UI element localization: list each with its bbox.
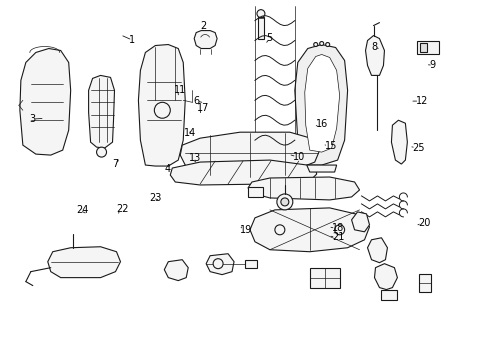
Circle shape [280, 198, 288, 206]
Text: 4: 4 [164, 164, 170, 174]
Text: 10: 10 [293, 152, 305, 162]
Circle shape [256, 10, 264, 18]
Bar [416, 41, 438, 54]
Polygon shape [367, 238, 386, 263]
Polygon shape [390, 120, 407, 164]
Polygon shape [247, 177, 359, 200]
Polygon shape [164, 260, 188, 280]
Bar [381, 289, 397, 300]
Text: 24: 24 [76, 206, 89, 216]
Polygon shape [304, 54, 339, 152]
Circle shape [313, 42, 317, 46]
Text: 7: 7 [112, 159, 118, 169]
Text: 6: 6 [193, 96, 199, 106]
Polygon shape [170, 160, 316, 185]
Polygon shape [88, 75, 114, 148]
Polygon shape [351, 212, 369, 232]
Polygon shape [194, 31, 217, 49]
Text: 14: 14 [183, 129, 196, 138]
Polygon shape [138, 45, 185, 166]
Circle shape [96, 147, 106, 157]
Text: 18: 18 [331, 224, 344, 233]
Circle shape [274, 225, 285, 235]
Polygon shape [374, 264, 397, 289]
Polygon shape [180, 132, 319, 175]
Circle shape [334, 225, 344, 235]
Text: 11: 11 [174, 85, 186, 95]
Polygon shape [294, 45, 347, 165]
Text: 3: 3 [29, 114, 35, 124]
Text: 16: 16 [315, 120, 327, 129]
Polygon shape [206, 254, 234, 275]
Text: 21: 21 [331, 232, 344, 242]
Text: 25: 25 [412, 143, 424, 153]
Text: 1: 1 [128, 35, 134, 45]
Circle shape [154, 102, 170, 118]
Text: 2: 2 [200, 21, 206, 31]
Text: 20: 20 [418, 218, 430, 228]
Circle shape [276, 194, 292, 210]
Polygon shape [20, 49, 71, 155]
Text: 8: 8 [370, 42, 377, 52]
Text: 15: 15 [324, 141, 337, 151]
Text: 13: 13 [188, 153, 200, 163]
Polygon shape [365, 36, 384, 75]
Text: 9: 9 [429, 60, 435, 70]
Bar [247, 187, 263, 197]
Bar [309, 268, 339, 288]
Text: 22: 22 [116, 204, 129, 215]
Polygon shape [249, 208, 369, 252]
Circle shape [213, 259, 223, 269]
Bar [258, 17, 264, 39]
Text: 23: 23 [149, 193, 162, 203]
Bar [244, 260, 256, 268]
Text: 5: 5 [266, 33, 272, 43]
Polygon shape [306, 165, 336, 172]
Bar [420, 42, 427, 53]
Text: 12: 12 [415, 96, 427, 106]
Circle shape [319, 41, 323, 45]
Circle shape [325, 42, 329, 46]
Bar [419, 274, 430, 292]
Text: 19: 19 [239, 225, 251, 235]
Text: 17: 17 [196, 103, 209, 113]
Polygon shape [48, 247, 120, 278]
